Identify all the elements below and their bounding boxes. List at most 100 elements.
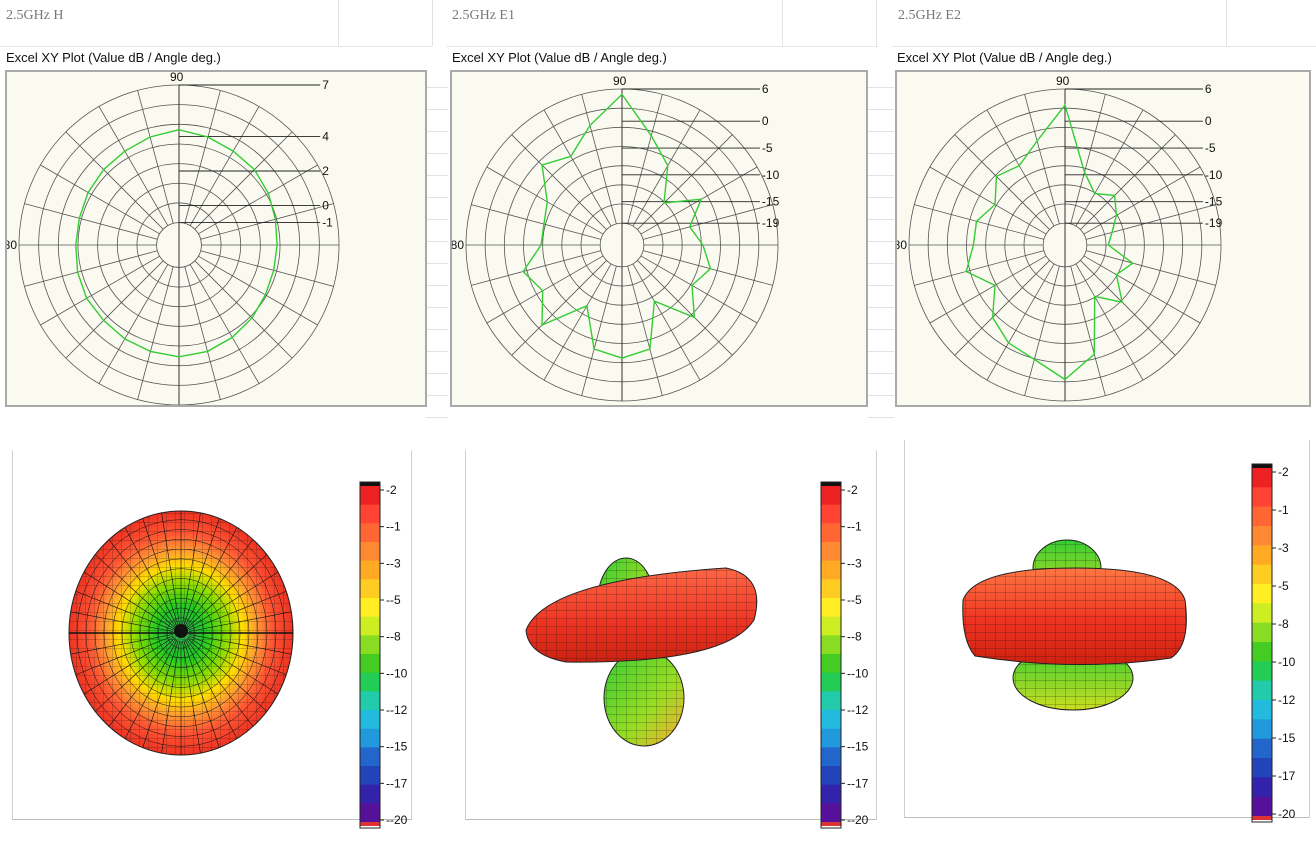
colorbar-segment (1252, 584, 1272, 604)
grid-spoke (184, 266, 221, 400)
panel-tab-h[interactable]: 2.5GHz H (0, 0, 433, 47)
colorbar-cap (1252, 816, 1272, 820)
pattern-3d-e2 (904, 440, 1310, 818)
grid-spoke (1080, 134, 1176, 230)
header-cell (1226, 0, 1316, 46)
grid-spoke (511, 134, 607, 230)
colorbar-segment (360, 635, 380, 655)
mesh-spoke (188, 590, 287, 631)
radial-tick-label: 4 (322, 130, 329, 144)
grid-spoke (98, 264, 169, 384)
plot-title: Excel XY Plot (Value dB / Angle deg.) (452, 50, 667, 65)
grid-spoke (189, 264, 260, 384)
panel-tab-e2[interactable]: 2.5GHz E2 (892, 0, 1316, 47)
plot-title: Excel XY Plot (Value dB / Angle deg.) (6, 50, 221, 65)
grid-spoke (543, 263, 612, 381)
colorbar-label: -20 (1278, 807, 1296, 821)
colorbar-label: --5 (847, 593, 862, 607)
header-cell (228, 0, 339, 46)
sheet-gap (868, 66, 894, 418)
grid-spoke (954, 260, 1050, 356)
grid-spoke (486, 255, 604, 324)
grid-spoke (198, 255, 318, 326)
mesh-spoke (185, 539, 254, 628)
angle-label-270: 270 (1054, 405, 1074, 407)
mesh-spoke (182, 512, 201, 626)
angle-label-90: 90 (1056, 74, 1070, 88)
colorbar-label: -10 (1278, 655, 1296, 669)
pattern-3d-svg (962, 539, 1187, 711)
colorbar-segment (360, 691, 380, 711)
colorbar-label: --1 (386, 520, 401, 534)
colorbar-label: -17 (1278, 769, 1296, 783)
grid-spoke (642, 204, 773, 240)
radial-tick-label: -15 (1205, 195, 1223, 209)
colorbar-label: -2 (386, 483, 397, 497)
mesh-spoke (124, 527, 178, 627)
grid-spoke (1075, 263, 1144, 381)
pattern-3d-e1 (465, 450, 877, 820)
mesh-spoke (142, 640, 179, 748)
colorbar-cap (1252, 464, 1272, 469)
sheet-gap (426, 66, 448, 418)
grid-spoke (194, 260, 293, 359)
mesh-spoke (184, 527, 238, 627)
colorbar-e2: -2 -1 -3 -5 -8 -10 -12 -15 -17 -20 (1248, 462, 1316, 838)
colorbar-segment (360, 523, 380, 543)
radial-tick-label: 7 (322, 78, 329, 92)
angle-label-180: 180 (897, 238, 907, 252)
colorbar-label: -2 (1278, 465, 1289, 479)
colorbar-label: --15 (386, 740, 408, 754)
colorbar-label: -8 (1278, 617, 1289, 631)
mesh-spoke (161, 512, 180, 626)
grid-spoke (1070, 265, 1106, 396)
colorbar-label: --5 (386, 593, 401, 607)
colorbar-segment (821, 560, 841, 580)
grid-spoke (627, 94, 663, 225)
colorbar-label: --20 (386, 813, 408, 827)
mesh-spoke (108, 638, 177, 727)
colorbar-label: --17 (386, 776, 408, 790)
colorbar-segment (1252, 603, 1272, 624)
colorbar-segment (1252, 526, 1272, 546)
colorbar-label: --15 (847, 740, 869, 754)
colorbar-segment (821, 784, 841, 804)
colorbar-label: --8 (847, 630, 862, 644)
grid-spoke (486, 166, 604, 235)
colorbar-segment (360, 784, 380, 804)
angle-label-180: 180 (452, 238, 464, 252)
pattern-3d-svg (525, 557, 758, 747)
mesh-spoke (188, 635, 287, 676)
grid-spoke (184, 90, 221, 224)
tab-label: 2.5GHz E1 (452, 8, 515, 23)
mesh-spoke (161, 640, 180, 754)
grid-spoke (1024, 265, 1060, 396)
grid-spoke (986, 109, 1055, 227)
colorbar-label: --12 (386, 703, 408, 717)
radial-tick-label: 6 (762, 82, 769, 96)
colorbar-cap (821, 822, 841, 826)
colorbar-frame (359, 481, 381, 829)
mesh-spoke (108, 539, 177, 628)
pattern-3d-h (12, 450, 412, 820)
mesh-spoke (94, 554, 176, 629)
colorbar-segment (1252, 545, 1272, 566)
colorbar-label: --10 (847, 666, 869, 680)
polar-plot-e2: 6 0 -5 -10 -15 -19 90 180 270 (895, 70, 1311, 407)
colorbar-label: -1 (1278, 503, 1289, 517)
colorbar-svg: -2 -1 -3 -5 -8 -10 -12 -15 -17 -20 (1251, 463, 1296, 823)
radial-tick-label: 0 (1205, 114, 1212, 128)
panel-tab-e1[interactable]: 2.5GHz E1 (446, 0, 878, 47)
grid-spoke (194, 131, 293, 230)
colorbar-segment (1252, 738, 1272, 759)
grid-spoke (1085, 204, 1216, 240)
colorbar-segment (821, 803, 841, 823)
colorbar-label: --3 (386, 556, 401, 570)
colorbar-segment (360, 560, 380, 580)
grid-spoke (914, 204, 1045, 240)
colorbar-segment (821, 504, 841, 524)
colorbar-segment (360, 728, 380, 748)
tab-label: 2.5GHz E2 (898, 8, 961, 23)
grid-spoke (65, 131, 164, 230)
colorbar-segment (1252, 680, 1272, 701)
